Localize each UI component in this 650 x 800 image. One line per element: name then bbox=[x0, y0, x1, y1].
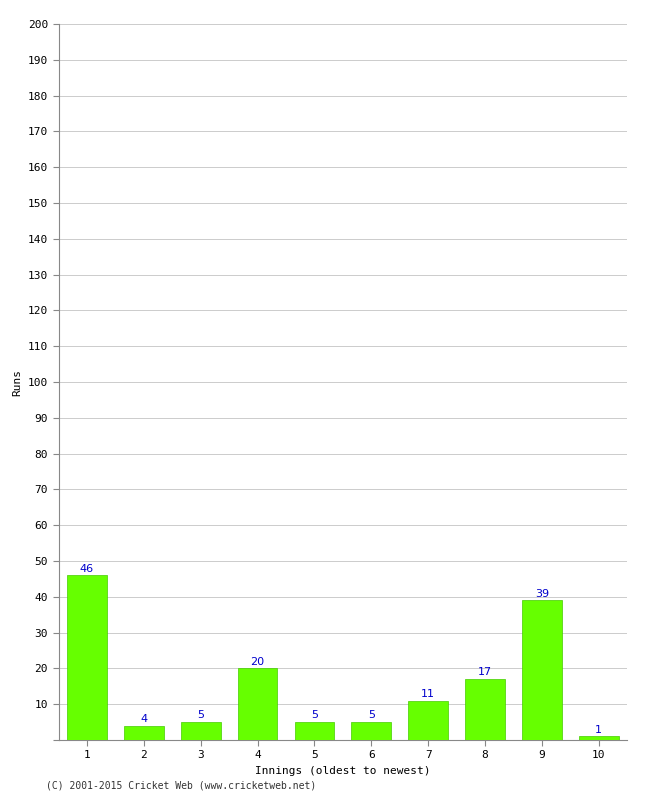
Text: 5: 5 bbox=[197, 710, 204, 720]
Text: 1: 1 bbox=[595, 725, 603, 734]
Text: 11: 11 bbox=[421, 689, 436, 699]
Bar bbox=[352, 722, 391, 740]
Bar bbox=[294, 722, 334, 740]
Text: 20: 20 bbox=[250, 657, 265, 666]
Bar bbox=[238, 669, 278, 740]
Bar bbox=[124, 726, 164, 740]
Text: (C) 2001-2015 Cricket Web (www.cricketweb.net): (C) 2001-2015 Cricket Web (www.cricketwe… bbox=[46, 781, 316, 790]
Text: 46: 46 bbox=[80, 563, 94, 574]
Y-axis label: Runs: Runs bbox=[12, 369, 22, 395]
X-axis label: Innings (oldest to newest): Innings (oldest to newest) bbox=[255, 766, 430, 776]
Bar bbox=[579, 737, 619, 740]
Text: 17: 17 bbox=[478, 667, 492, 678]
Bar bbox=[67, 575, 107, 740]
Bar bbox=[465, 679, 505, 740]
Text: 39: 39 bbox=[535, 589, 549, 598]
Bar bbox=[522, 600, 562, 740]
Text: 5: 5 bbox=[368, 710, 375, 720]
Bar bbox=[181, 722, 220, 740]
Bar bbox=[408, 701, 448, 740]
Text: 5: 5 bbox=[311, 710, 318, 720]
Text: 4: 4 bbox=[140, 714, 148, 724]
